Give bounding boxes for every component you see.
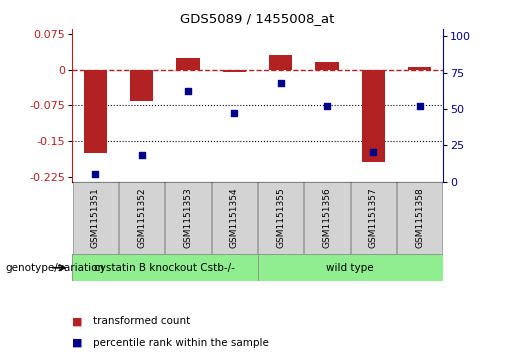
- Text: GSM1151355: GSM1151355: [276, 187, 285, 248]
- Bar: [176, 58, 199, 70]
- Bar: [304, 182, 350, 254]
- Text: transformed count: transformed count: [93, 316, 190, 326]
- Point: [230, 110, 238, 116]
- Point: [277, 80, 285, 86]
- Text: ■: ■: [72, 316, 82, 326]
- Text: percentile rank within the sample: percentile rank within the sample: [93, 338, 269, 348]
- Bar: [351, 182, 396, 254]
- Bar: [72, 254, 258, 281]
- Point: [369, 150, 377, 155]
- Point: [416, 103, 424, 109]
- Point: [138, 152, 146, 158]
- Text: GSM1151353: GSM1151353: [183, 187, 193, 248]
- Point: [323, 103, 331, 109]
- Bar: [269, 55, 293, 70]
- Bar: [222, 70, 246, 72]
- Text: GSM1151352: GSM1151352: [137, 187, 146, 248]
- Bar: [212, 182, 257, 254]
- Bar: [165, 182, 211, 254]
- Text: genotype/variation: genotype/variation: [5, 263, 104, 273]
- Bar: [315, 62, 338, 70]
- Text: wild type: wild type: [327, 263, 374, 273]
- Text: GSM1151358: GSM1151358: [415, 187, 424, 248]
- Text: GSM1151356: GSM1151356: [322, 187, 332, 248]
- Text: GSM1151357: GSM1151357: [369, 187, 378, 248]
- Text: cystatin B knockout Cstb-/-: cystatin B knockout Cstb-/-: [94, 263, 235, 273]
- Bar: [258, 182, 303, 254]
- Bar: [84, 70, 107, 153]
- Point: [184, 89, 192, 94]
- Bar: [397, 182, 442, 254]
- Text: GSM1151354: GSM1151354: [230, 187, 239, 248]
- Bar: [130, 70, 153, 101]
- Title: GDS5089 / 1455008_at: GDS5089 / 1455008_at: [180, 12, 335, 25]
- Text: GSM1151351: GSM1151351: [91, 187, 100, 248]
- Bar: [258, 254, 443, 281]
- Bar: [119, 182, 164, 254]
- Point: [91, 171, 99, 177]
- Text: ■: ■: [72, 338, 82, 348]
- Bar: [362, 70, 385, 163]
- Bar: [73, 182, 118, 254]
- Bar: [408, 67, 431, 70]
